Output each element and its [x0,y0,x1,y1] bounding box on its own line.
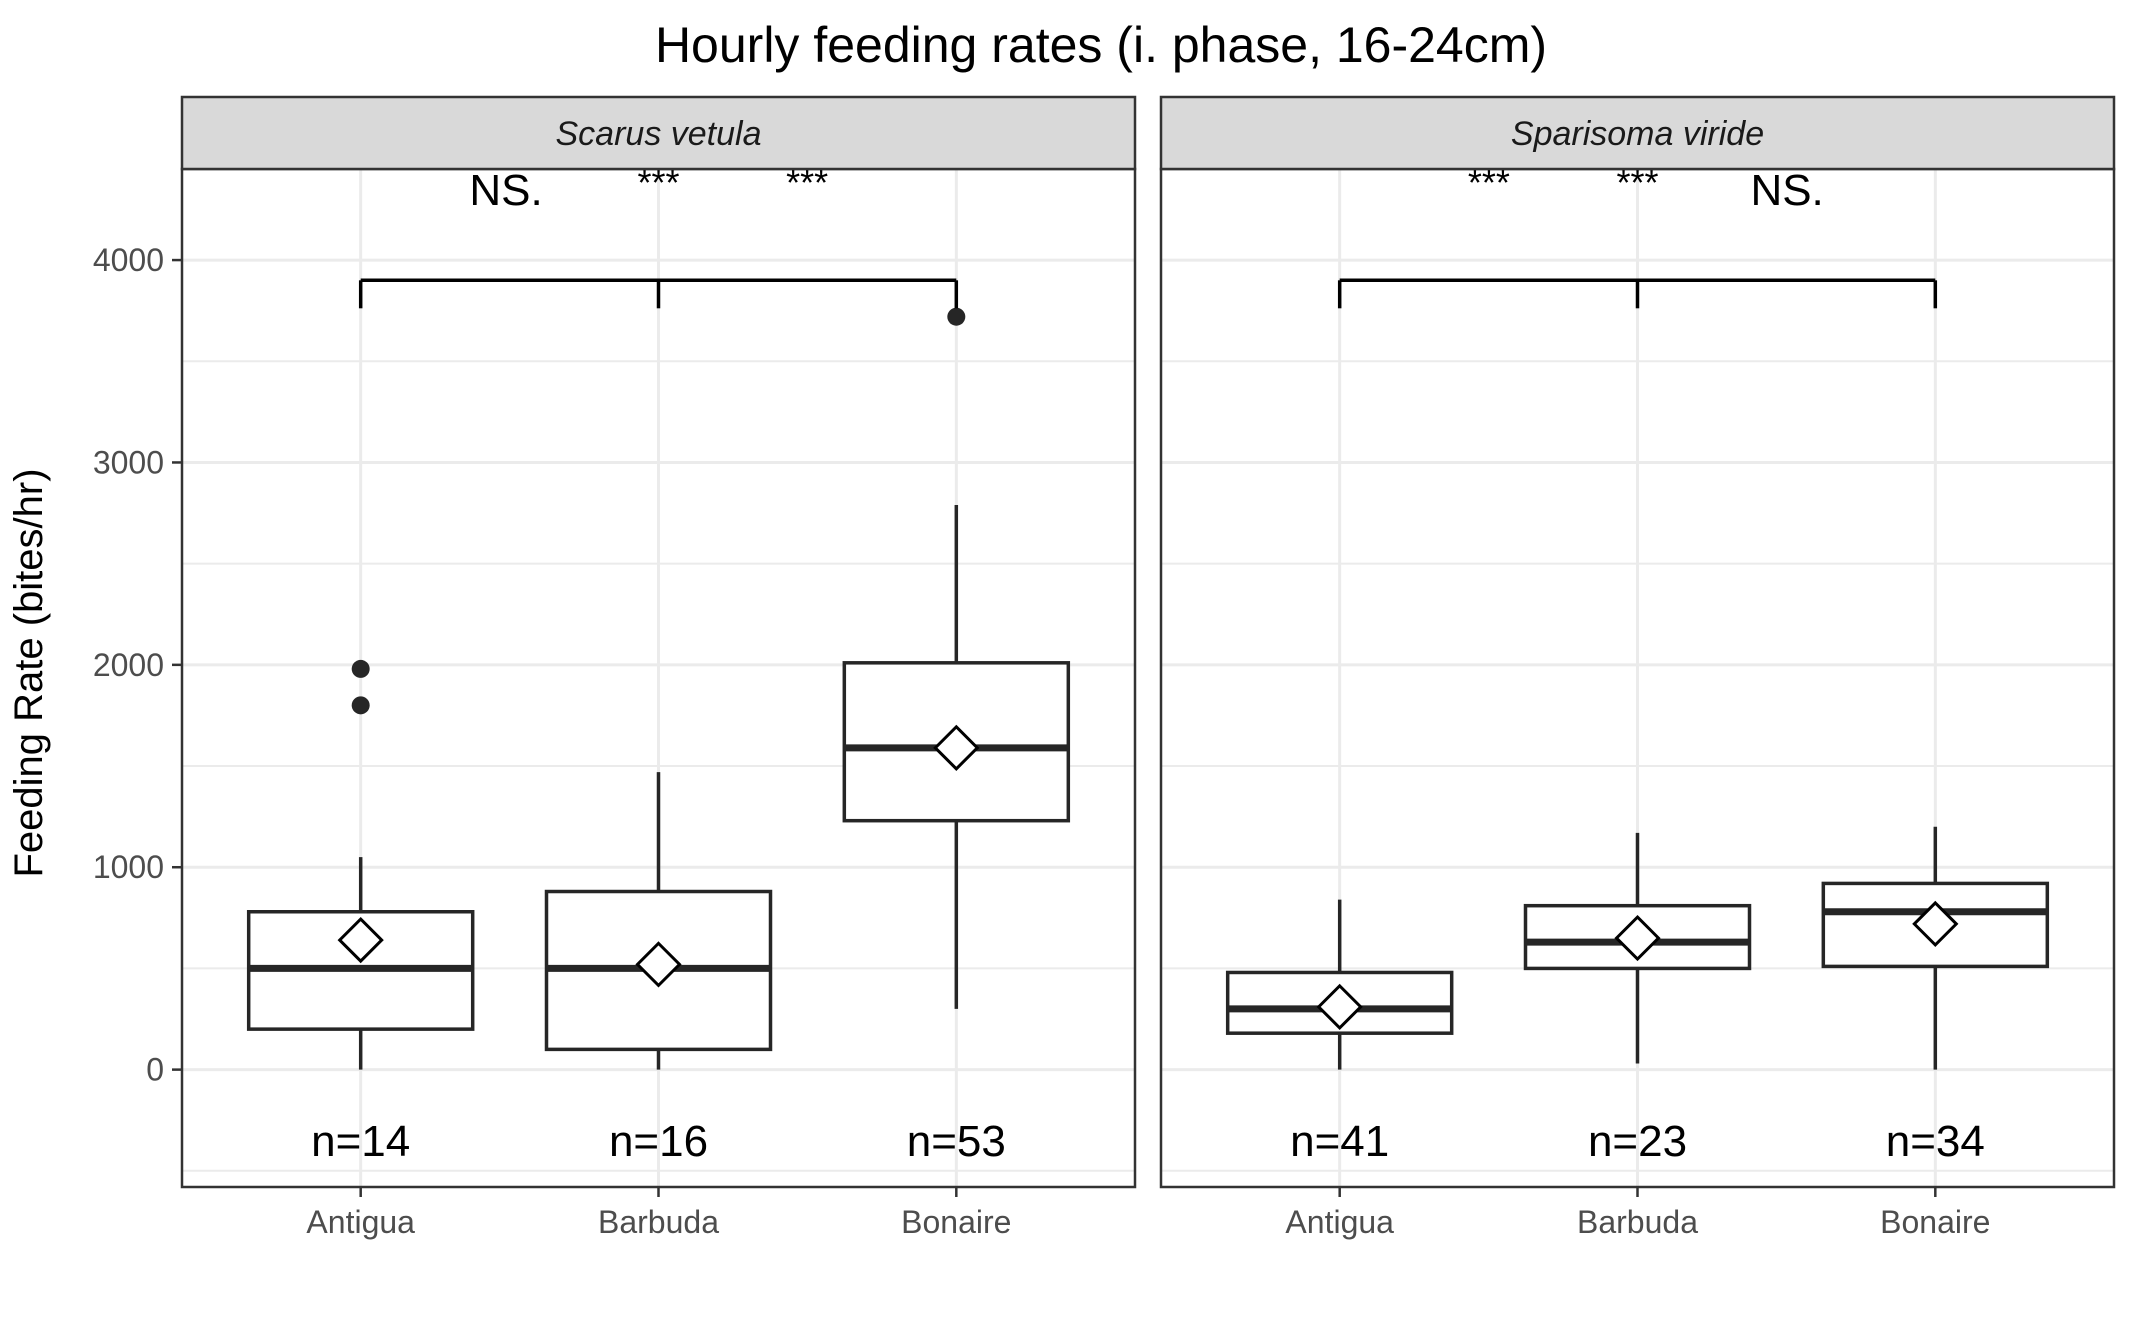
iqr-box [1821,881,2050,969]
boxplot-antigua: n=14 [246,659,475,1166]
strip-background [1159,95,2116,171]
outlier-point [351,696,370,715]
sample-size-label: n=34 [1886,1117,1985,1166]
outlier-point [947,307,966,326]
boxplot-antigua: n=41 [1225,899,1454,1166]
outlier-point [351,659,370,678]
significance-label: NS. [1750,166,1823,215]
x-tick-label: Barbuda [1577,1204,1698,1240]
chart-title: Hourly feeding rates (i. phase, 16-24cm) [655,17,1547,73]
strip-label: Sparisoma viride [1511,115,1764,153]
mean-marker [635,941,682,988]
sample-size-label: n=41 [1290,1117,1389,1166]
boxplot-bonaire: n=53 [842,307,1071,1166]
x-tick-label: Barbuda [598,1204,719,1240]
iqr-box [842,661,1071,823]
y-tick-label: 4000 [93,242,164,278]
x-tick-label: Antigua [1285,1204,1394,1240]
y-axis-title: Feeding Rate (bites/hr) [7,468,51,877]
x-tick-label: Bonaire [1880,1204,1990,1240]
y-axis: 0 1000 2000 3000 4000 [93,242,182,1088]
x-tick-label: Bonaire [901,1204,1011,1240]
x-tick-label: Antigua [306,1204,415,1240]
boxplot-barbuda: n=23 [1523,832,1752,1166]
mean-marker [1614,914,1661,962]
sample-size-label: n=14 [311,1117,410,1166]
sample-size-label: n=16 [609,1117,708,1166]
strip-label: Scarus vetula [556,115,762,153]
y-tick-label: 1000 [93,849,164,885]
mean-marker [1912,900,1959,948]
significance-label: NS. [469,166,542,215]
mean-marker [1316,983,1363,1030]
boxplot-barbuda: n=16 [544,772,773,1166]
mean-marker [337,916,384,964]
y-tick-label: 3000 [93,444,164,480]
y-tick-label: 0 [146,1052,164,1088]
boxplot-bonaire: n=34 [1821,826,2050,1166]
panel-2: n=41 n=23 n=34*** *** NS.Sparisoma virideAnt… [1159,95,2116,1240]
sample-size-label: n=53 [907,1117,1006,1166]
strip-background [180,95,1137,171]
mean-marker [933,724,980,771]
y-tick-label: 2000 [93,647,164,683]
sample-size-label: n=23 [1588,1117,1687,1166]
